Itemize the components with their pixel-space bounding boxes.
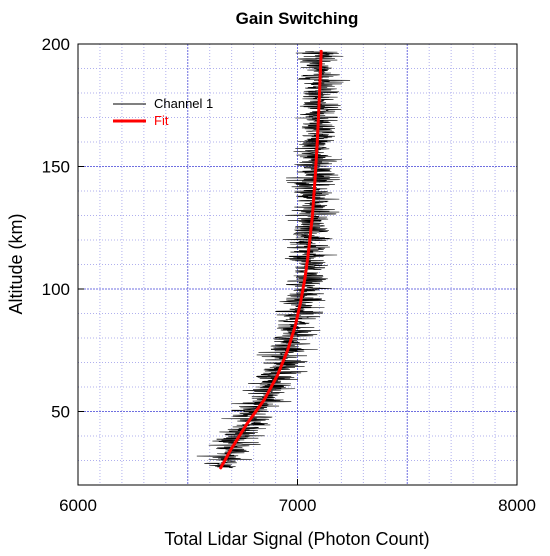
chart-title: Gain Switching (236, 9, 359, 28)
legend-label-channel-1: Channel 1 (154, 96, 213, 111)
series-channel-1-line (196, 51, 351, 469)
y-axis-label: Altitude (km) (6, 213, 26, 314)
x-tick-label: 6000 (59, 496, 97, 515)
x-axis-label: Total Lidar Signal (Photon Count) (164, 529, 429, 549)
series-fit-line (219, 49, 323, 470)
axes: 6000 7000 8000 50 100 150 200 (42, 35, 536, 515)
x-tick-label: 8000 (498, 496, 536, 515)
x-tick-label: 7000 (279, 496, 317, 515)
plot-area (196, 49, 351, 470)
y-tick-label: 50 (51, 403, 70, 422)
legend-label-fit: Fit (154, 113, 169, 128)
y-tick-label: 100 (42, 280, 70, 299)
y-tick-label: 200 (42, 35, 70, 54)
y-tick-label: 150 (42, 158, 70, 177)
legend: Channel 1 Fit (113, 96, 213, 128)
